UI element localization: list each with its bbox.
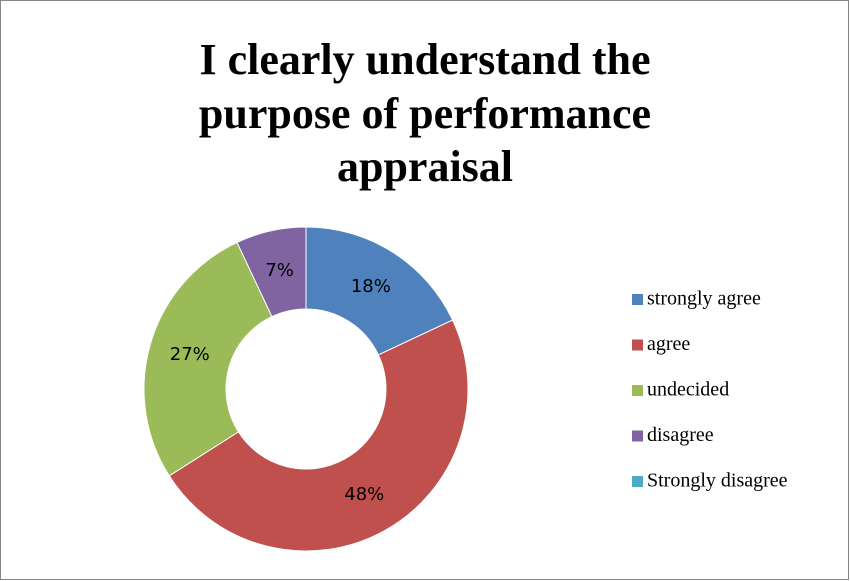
- data-label: 18%: [351, 276, 391, 297]
- legend-swatch: [632, 294, 643, 305]
- legend-label: Strongly disagree: [647, 470, 788, 492]
- legend-swatch: [632, 339, 643, 351]
- chart-title: appraisal: [337, 142, 513, 191]
- legend-label: strongly agree: [647, 288, 761, 310]
- legend-label: disagree: [647, 424, 714, 446]
- legend-label: undecided: [647, 379, 729, 401]
- chart-title: purpose of performance: [199, 89, 651, 138]
- legend-swatch: [632, 430, 643, 442]
- chart-title: I clearly understand the: [200, 35, 651, 84]
- data-label: 7%: [265, 260, 294, 281]
- donut-slice: [143, 241, 273, 477]
- donut-slice: [236, 226, 307, 318]
- legend-label: agree: [647, 333, 690, 355]
- donut-slice: [305, 226, 454, 356]
- legend-swatch: [632, 476, 643, 487]
- data-label: 48%: [344, 484, 384, 505]
- data-label: 27%: [170, 344, 210, 365]
- donut-slice: [168, 319, 469, 552]
- legend-swatch: [632, 385, 643, 396]
